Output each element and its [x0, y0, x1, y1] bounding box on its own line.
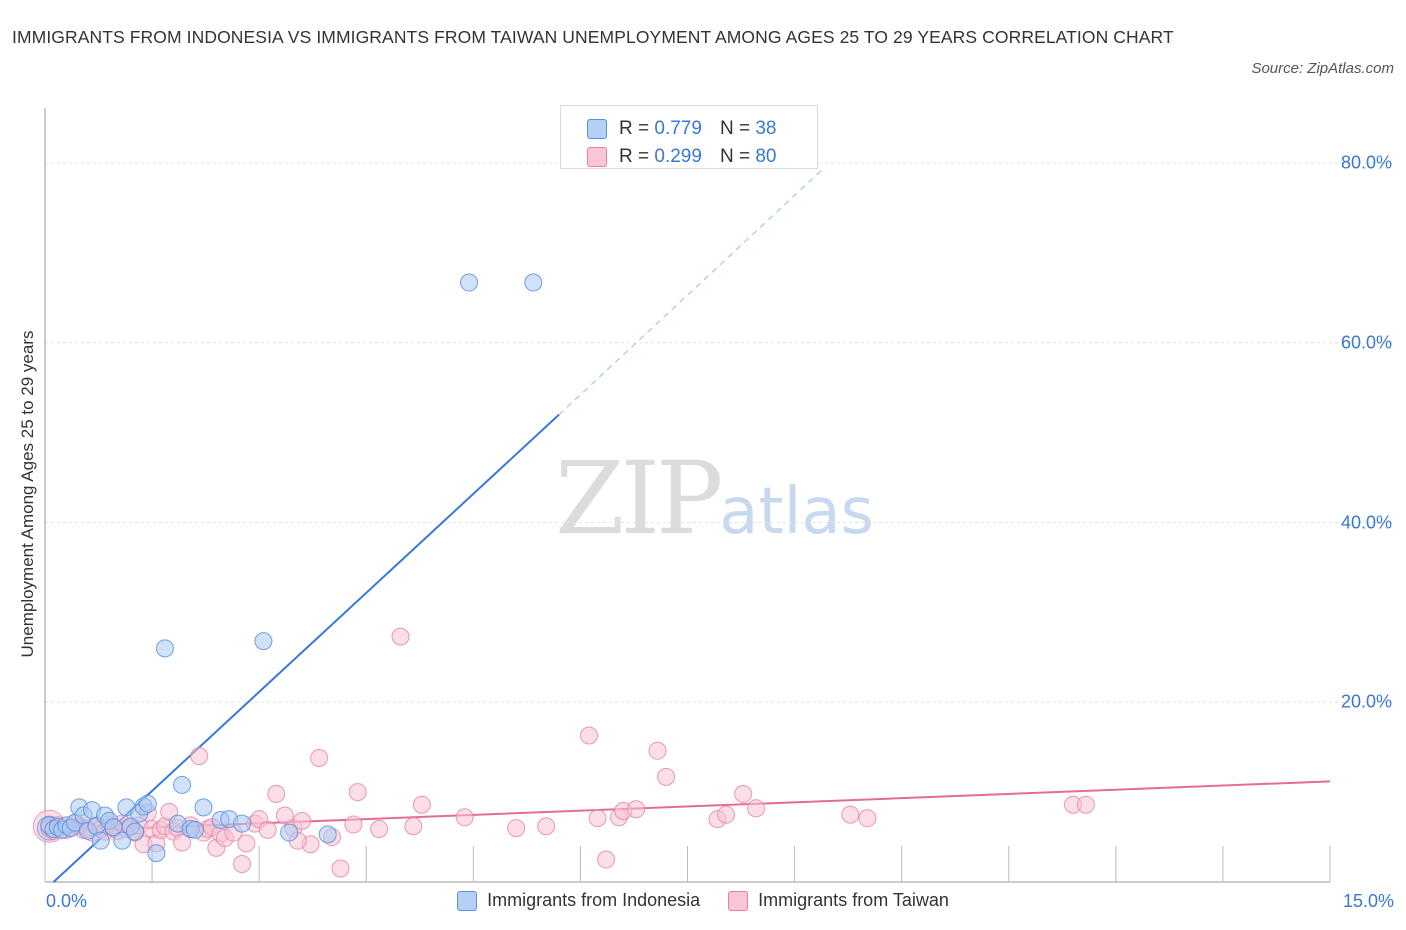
legend-row-indonesia: R = 0.779 N = 38 [587, 116, 776, 142]
indonesia-point [138, 794, 157, 813]
indonesia-point [147, 844, 166, 863]
taiwan-point [348, 783, 367, 802]
data-points [32, 273, 1095, 878]
indonesia-point [233, 814, 252, 833]
taiwan-point [588, 809, 607, 828]
indonesia-point [173, 775, 192, 794]
indonesia-point [125, 822, 144, 841]
chart-title: IMMIGRANTS FROM INDONESIA VS IMMIGRANTS … [12, 27, 1174, 47]
taiwan-point [293, 811, 311, 830]
taiwan-point [1076, 795, 1095, 814]
indonesia-n-value: 38 [755, 118, 777, 139]
axes [44, 108, 1331, 883]
legend-row-taiwan: R = 0.299 N = 80 [587, 144, 776, 170]
indonesia-point [254, 632, 273, 651]
grid-lines [45, 162, 1395, 703]
taiwan-point [597, 850, 616, 869]
indonesia-point [185, 820, 204, 839]
watermark-atlas: atlas [719, 475, 874, 549]
taiwan-point [391, 627, 410, 646]
taiwan-point [412, 795, 431, 814]
taiwan-swatch [587, 147, 607, 167]
indonesia-n-label: N = [719, 118, 751, 139]
taiwan-point [233, 855, 252, 874]
indonesia-swatch [587, 119, 607, 139]
y-tick-label: 60.0% [1340, 332, 1392, 353]
indonesia-point [524, 273, 543, 292]
taiwan-point [237, 834, 256, 853]
series-legend: Immigrants from Indonesia Immigrants fro… [0, 890, 1406, 911]
watermark-zip: ZIP [555, 440, 723, 557]
taiwan-point [344, 815, 363, 834]
taiwan-point [657, 767, 676, 786]
indonesia-point [155, 639, 174, 658]
taiwan-point [579, 726, 598, 745]
indonesia-r-label: R = [619, 118, 650, 139]
taiwan-point [648, 741, 667, 760]
taiwan-point [841, 805, 860, 824]
taiwan-r-label: R = [619, 146, 650, 167]
taiwan-point [537, 817, 556, 836]
taiwan-n-label: N = [719, 146, 751, 167]
taiwan-point [858, 809, 877, 828]
indonesia-point [318, 825, 337, 844]
taiwan-n-value: 80 [755, 146, 777, 167]
taiwan-point [267, 784, 286, 803]
indonesia-r-value: 0.779 [654, 118, 702, 139]
legend-taiwan-swatch [728, 890, 749, 911]
taiwan-point [717, 805, 736, 824]
legend-indonesia-swatch [457, 890, 478, 911]
taiwan-point [275, 806, 294, 825]
legend-item-indonesia[interactable]: Immigrants from Indonesia [457, 890, 700, 911]
y-tick-label: 40.0% [1340, 512, 1392, 532]
legend-item-taiwan[interactable]: Immigrants from Taiwan [728, 890, 949, 911]
y-tick-label: 80.0% [1340, 152, 1392, 173]
legend-indonesia-label: Immigrants from Indonesia [487, 890, 701, 910]
legend-taiwan-label: Immigrants from Taiwan [758, 890, 949, 910]
indonesia-point [460, 273, 479, 292]
y-tick-label: 20.0% [1340, 691, 1392, 712]
correlation-legend: R = 0.779 N = 38 R = 0.299 N = 80 [560, 105, 818, 169]
indonesia-point [113, 831, 132, 850]
taiwan-point [747, 799, 766, 818]
taiwan-point [627, 800, 646, 819]
indonesia-point [194, 798, 213, 817]
taiwan-point [734, 784, 753, 803]
source-label: Source: ZipAtlas.com [1251, 60, 1394, 77]
taiwan-point [507, 819, 526, 838]
taiwan-r-value: 0.299 [654, 146, 702, 167]
taiwan-point [455, 808, 474, 827]
indonesia-point [280, 823, 299, 842]
indonesia-trend-extension [558, 167, 825, 416]
indonesia-point [91, 831, 110, 850]
taiwan-point [404, 817, 423, 836]
taiwan-point [310, 748, 329, 767]
taiwan-point [190, 747, 209, 766]
taiwan-point [370, 819, 389, 838]
taiwan-point [331, 859, 350, 878]
zipatlas-watermark: ZIPatlas [555, 440, 874, 557]
x-tick-min: 0.0% [46, 891, 88, 911]
taiwan-point [258, 820, 277, 839]
x-tick-max: 15.0% [1342, 891, 1394, 911]
taiwan-point [173, 833, 192, 852]
trend-lines [44, 167, 1331, 883]
